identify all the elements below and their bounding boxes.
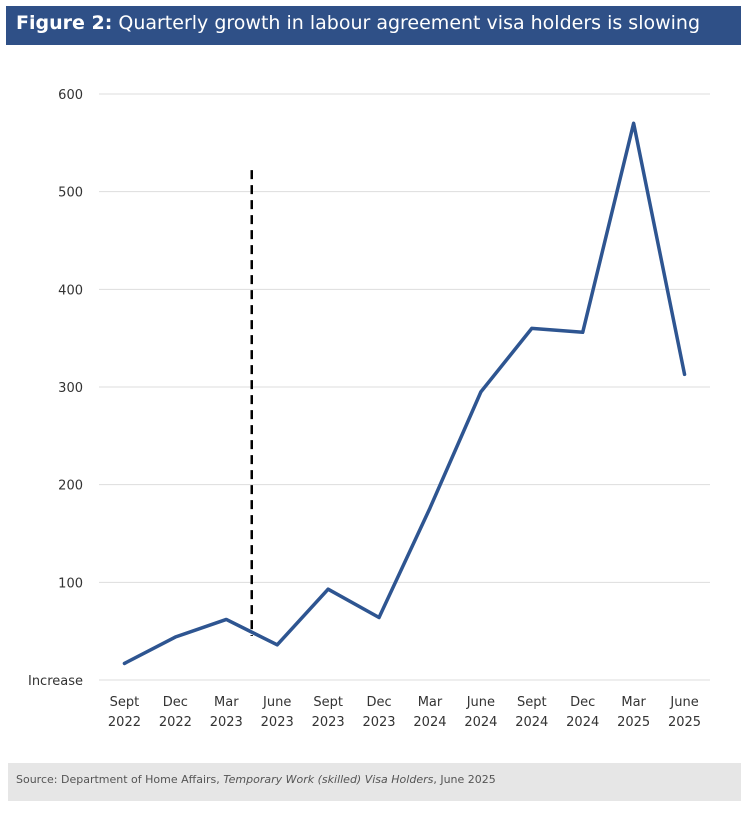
y-tick-label: 100: [58, 576, 83, 591]
source-prefix: Source: Department of Home Affairs,: [16, 773, 224, 786]
data-point: [275, 643, 279, 647]
figure-header: Figure 2: Quarterly growth in labour agr…: [6, 6, 741, 45]
data-point: [326, 587, 330, 591]
data-point: [122, 661, 126, 665]
data-point: [428, 506, 432, 510]
figure-title: Quarterly growth in labour agreement vis…: [118, 12, 701, 34]
x-tick-label: Mar 2025: [617, 695, 650, 730]
source-note: Source: Department of Home Affairs, Temp…: [8, 763, 741, 801]
x-tick-label: Mar 2023: [210, 695, 243, 730]
figure-label: Figure 2:: [16, 12, 113, 34]
data-point: [683, 372, 687, 376]
series: [122, 121, 687, 666]
data-point: [377, 615, 381, 619]
y-tick-label: 300: [58, 381, 83, 396]
x-tick-label: Dec 2022: [159, 695, 192, 730]
data-point: [530, 326, 534, 330]
source-suffix: , June 2025: [433, 773, 496, 786]
x-tick-label: Sept 2024: [515, 695, 548, 730]
x-tick-label: June 2024: [464, 695, 497, 730]
x-tick-label: Sept 2023: [312, 695, 345, 730]
x-tick-label: Dec 2024: [566, 695, 599, 730]
y-tick-label: 600: [58, 88, 83, 103]
data-point: [173, 635, 177, 639]
data-point: [632, 121, 636, 125]
y-axis-ticks: Increase 100 200 300 400 500 600: [28, 88, 83, 689]
y-tick-label: 200: [58, 479, 83, 494]
x-axis-ticks: Sept 2022 Dec 2022 Mar 2023 June 2023 Sept 2023 De…: [108, 695, 701, 730]
x-tick-label: June 2025: [668, 695, 701, 730]
x-tick-label: Dec 2023: [362, 695, 395, 730]
y-tick-label: 400: [58, 283, 83, 298]
series-line: [122, 121, 687, 666]
data-point: [479, 390, 483, 394]
x-tick-label: Mar 2024: [413, 695, 446, 730]
grid-lines: [99, 93, 710, 681]
data-point: [224, 617, 228, 621]
y-tick-label: 500: [58, 186, 83, 201]
x-tick-label: June 2023: [261, 695, 294, 730]
data-point: [581, 330, 585, 334]
source-title: Temporary Work (skilled) Visa Holders: [223, 773, 434, 786]
y-tick-label: Increase: [28, 674, 83, 689]
x-tick-label: Sept 2022: [108, 695, 141, 730]
